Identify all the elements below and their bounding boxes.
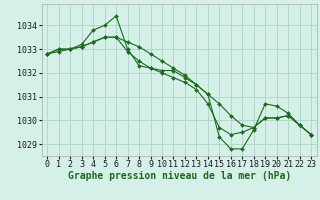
X-axis label: Graphe pression niveau de la mer (hPa): Graphe pression niveau de la mer (hPa) xyxy=(68,171,291,181)
